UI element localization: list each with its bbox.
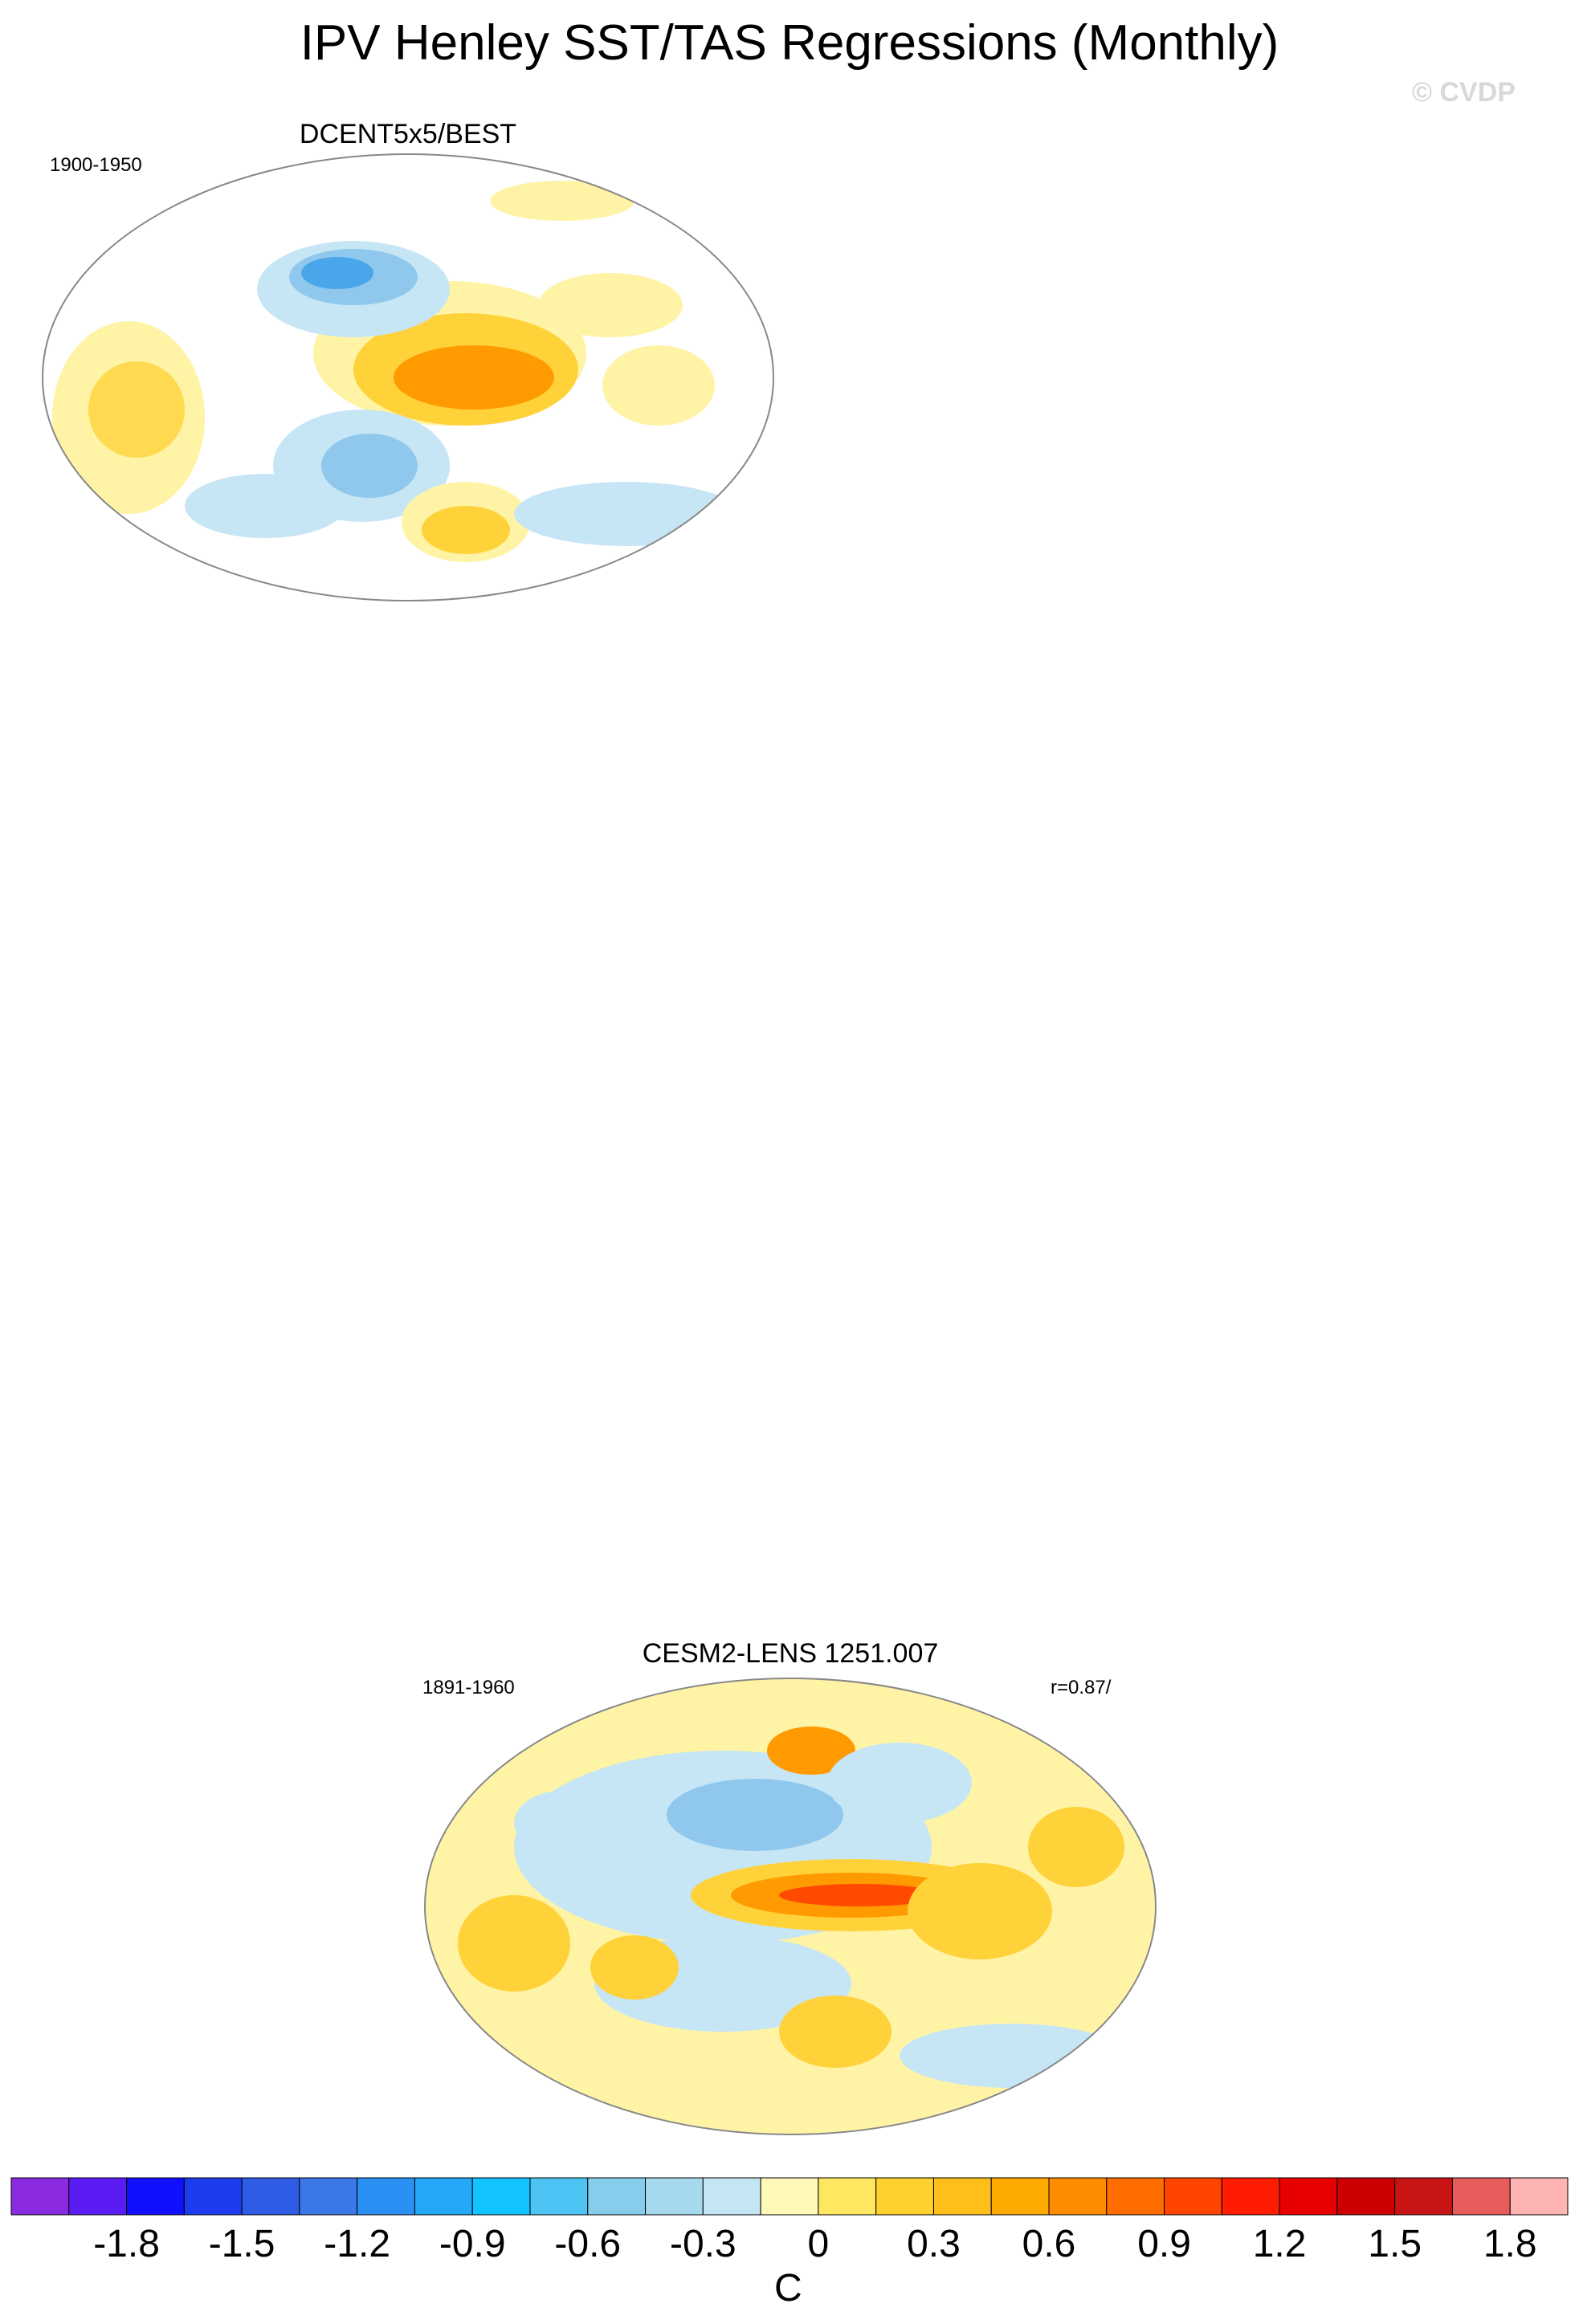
colorbar xyxy=(10,2177,1569,2216)
main-title: IPV Henley SST/TAS Regressions (Monthly) xyxy=(300,15,1279,71)
colorbar-swatch xyxy=(471,2177,531,2216)
colorbar-swatch xyxy=(1048,2177,1108,2216)
colorbar-tick-label: -0.9 xyxy=(439,2223,506,2265)
colorbar-tick-label: 0.3 xyxy=(907,2223,961,2265)
colorbar-tick-label: -0.6 xyxy=(554,2223,621,2265)
colorbar-tick-label: -0.3 xyxy=(670,2223,736,2265)
colorbar-swatch xyxy=(1221,2177,1280,2216)
colorbar-tick-label: 0 xyxy=(808,2223,830,2265)
colorbar-swatch xyxy=(1336,2177,1396,2216)
colorbar-swatch xyxy=(414,2177,473,2216)
copyright-watermark: © CVDP xyxy=(1412,77,1516,108)
colorbar-tick-label: -1.5 xyxy=(209,2223,275,2265)
colorbar-swatch xyxy=(875,2177,934,2216)
colorbar-swatch xyxy=(702,2177,761,2216)
panel-2-stat: r=0.87/ xyxy=(1051,1677,1112,1698)
colorbar-units: C xyxy=(774,2267,802,2310)
colorbar-tick-label: -1.2 xyxy=(324,2223,390,2265)
colorbar-tick-label: 1.2 xyxy=(1253,2223,1307,2265)
colorbar-swatch xyxy=(241,2177,300,2216)
colorbar-swatch xyxy=(1106,2177,1165,2216)
panel-1-period: 1900-1950 xyxy=(50,154,142,176)
colorbar-swatch xyxy=(183,2177,243,2216)
colorbar-tick-label: 1.8 xyxy=(1483,2223,1537,2265)
colorbar-swatch xyxy=(645,2177,704,2216)
colorbar-tick-label: -1.8 xyxy=(93,2223,160,2265)
colorbar-swatch xyxy=(932,2177,992,2216)
colorbar-swatch xyxy=(357,2177,415,2216)
colorbar-swatch xyxy=(299,2177,358,2216)
colorbar-swatch xyxy=(760,2177,819,2216)
map-panel-2 xyxy=(424,1678,1157,2135)
colorbar-swatch xyxy=(587,2177,647,2216)
colorbar-swatch xyxy=(818,2177,877,2216)
colorbar-tick-label: 0.6 xyxy=(1022,2223,1076,2265)
colorbar-swatch xyxy=(1279,2177,1338,2216)
colorbar-swatch xyxy=(1451,2177,1511,2216)
colorbar-swatch xyxy=(1509,2177,1569,2216)
colorbar-swatch xyxy=(1394,2177,1453,2216)
colorbar-swatch xyxy=(990,2177,1050,2216)
panel-1-title: DCENT5x5/BEST xyxy=(299,119,517,149)
panel-2-title: CESM2-LENS 1251.007 xyxy=(642,1638,939,1669)
colorbar-swatch xyxy=(529,2177,589,2216)
colorbar-swatch xyxy=(1164,2177,1222,2216)
colorbar-swatch xyxy=(10,2177,70,2216)
colorbar-tick-label: 1.5 xyxy=(1368,2223,1422,2265)
colorbar-swatch xyxy=(126,2177,185,2216)
colorbar-tick-label: 0.9 xyxy=(1137,2223,1191,2265)
colorbar-swatch xyxy=(68,2177,128,2216)
panel-2-period: 1891-1960 xyxy=(422,1677,515,1698)
colorbar-tick-labels: -1.8 -1.5 -1.2 -0.9 -0.6 -0.3 0 0.3 0.6 0.9 1.2 1.5… xyxy=(93,2223,1536,2265)
map-panel-1 xyxy=(42,153,774,601)
